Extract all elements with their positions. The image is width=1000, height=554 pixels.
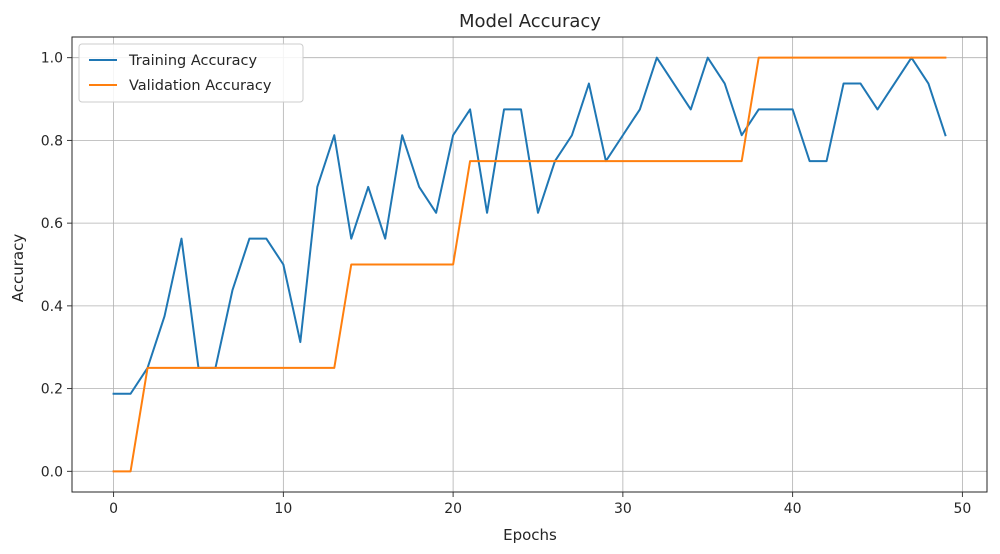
y-tick-label: 0.8: [41, 133, 63, 149]
x-axis-label: Epochs: [503, 526, 557, 544]
x-tick-label: 30: [614, 501, 632, 517]
y-tick-label: 0.4: [41, 299, 63, 315]
legend: Training Accuracy Validation Accuracy: [78, 43, 304, 103]
x-tick-label: 10: [274, 501, 292, 517]
y-tick-label: 0.0: [41, 464, 63, 480]
grid-layer: [72, 37, 987, 492]
series-line-validation-accuracy: [112, 56, 947, 473]
x-tick-label: 40: [784, 501, 802, 517]
series-layer: [112, 56, 947, 473]
legend-box: [78, 43, 304, 103]
legend-label: Training Accuracy: [128, 53, 257, 69]
y-tick-label: 0.6: [41, 216, 63, 232]
series-line-training-accuracy: [112, 56, 947, 395]
legend-label: Validation Accuracy: [129, 78, 272, 94]
y-tick-label: 0.2: [41, 382, 63, 398]
x-tick-label: 0: [109, 501, 118, 517]
x-tick-label: 50: [953, 501, 971, 517]
plot-frame: [71, 36, 988, 493]
y-axis-label: Accuracy: [9, 234, 27, 303]
x-tick-label: 20: [444, 501, 462, 517]
y-tick-label: 1.0: [41, 51, 63, 67]
tick-layer: 0 10 20 30 40 50 0.0 0.2 0.4 0.6 0.8 1.0: [41, 51, 972, 517]
chart-title: Model Accuracy: [459, 11, 601, 32]
